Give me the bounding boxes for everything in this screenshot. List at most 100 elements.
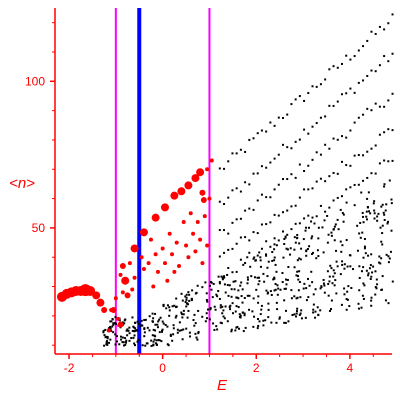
black-point <box>265 196 268 199</box>
black-point <box>353 91 356 94</box>
black-point <box>298 138 301 141</box>
black-point <box>277 183 280 186</box>
black-point <box>365 215 368 218</box>
black-point <box>305 287 308 290</box>
black-point <box>105 335 108 338</box>
black-point <box>374 293 377 296</box>
black-point <box>328 206 331 209</box>
black-point <box>383 159 386 162</box>
black-point <box>161 320 164 323</box>
black-point <box>185 302 188 305</box>
black-point <box>330 299 333 302</box>
black-point <box>181 338 184 341</box>
black-point <box>221 305 224 308</box>
black-point <box>349 129 352 132</box>
black-point <box>118 319 121 322</box>
black-point <box>387 60 390 63</box>
red-point <box>200 261 205 266</box>
black-point <box>143 335 146 338</box>
black-point <box>235 152 238 155</box>
black-point <box>114 322 117 325</box>
black-point <box>136 340 139 343</box>
black-point <box>311 235 314 238</box>
black-point <box>210 288 213 291</box>
black-point <box>244 236 247 239</box>
black-point <box>367 191 370 194</box>
black-point <box>370 299 373 302</box>
black-point <box>374 70 377 73</box>
black-point <box>341 244 344 247</box>
black-point <box>159 316 162 319</box>
black-point <box>216 295 219 298</box>
black-point <box>271 251 274 254</box>
black-point <box>284 309 287 312</box>
black-point <box>343 263 346 266</box>
red-point <box>181 220 186 225</box>
black-point <box>383 183 386 186</box>
black-point <box>381 224 384 227</box>
black-point <box>353 154 356 157</box>
black-point <box>302 287 305 290</box>
black-point <box>282 230 285 233</box>
black-point <box>263 280 266 283</box>
black-point <box>371 271 374 274</box>
black-point <box>323 291 326 294</box>
black-point <box>362 297 365 300</box>
black-point <box>362 45 365 48</box>
black-point <box>216 328 219 331</box>
black-point <box>137 339 140 342</box>
red-point <box>199 189 206 196</box>
black-point <box>289 247 292 250</box>
black-point <box>224 291 227 294</box>
black-point <box>315 122 318 125</box>
black-point <box>127 329 130 332</box>
black-point <box>165 307 168 310</box>
black-point <box>269 196 272 199</box>
black-point <box>334 279 337 282</box>
black-point <box>205 298 208 301</box>
black-point <box>269 245 272 248</box>
black-point <box>110 329 113 332</box>
black-point <box>246 256 249 259</box>
black-point <box>336 218 339 221</box>
black-point <box>106 336 109 339</box>
black-point <box>383 213 386 216</box>
black-point <box>241 311 244 314</box>
red-point <box>130 287 135 292</box>
black-point <box>296 270 299 273</box>
black-point <box>166 304 169 307</box>
black-point <box>282 178 285 181</box>
black-point <box>260 304 263 307</box>
black-point <box>281 271 284 274</box>
black-point <box>196 338 199 341</box>
black-point <box>387 302 390 305</box>
black-point <box>186 316 189 319</box>
black-point <box>121 321 124 324</box>
black-point <box>345 239 348 242</box>
black-point <box>250 275 253 278</box>
black-point <box>305 299 308 302</box>
red-point <box>160 246 165 251</box>
black-point <box>240 295 243 298</box>
black-point <box>252 325 255 328</box>
black-point <box>310 220 313 223</box>
black-point <box>275 244 278 247</box>
black-point <box>319 204 322 207</box>
black-point <box>345 188 348 191</box>
black-point <box>265 240 268 243</box>
red-point <box>198 237 203 242</box>
black-point <box>125 341 128 344</box>
black-point <box>391 159 394 162</box>
black-point <box>143 319 146 322</box>
black-point <box>152 317 155 320</box>
black-point <box>265 166 268 169</box>
black-point <box>235 270 238 273</box>
black-point <box>256 254 259 257</box>
black-point <box>265 223 268 226</box>
red-point <box>106 328 111 333</box>
black-point <box>256 327 259 330</box>
black-point <box>265 254 268 257</box>
black-point <box>274 263 277 266</box>
black-point <box>349 265 352 268</box>
black-point <box>298 196 301 199</box>
